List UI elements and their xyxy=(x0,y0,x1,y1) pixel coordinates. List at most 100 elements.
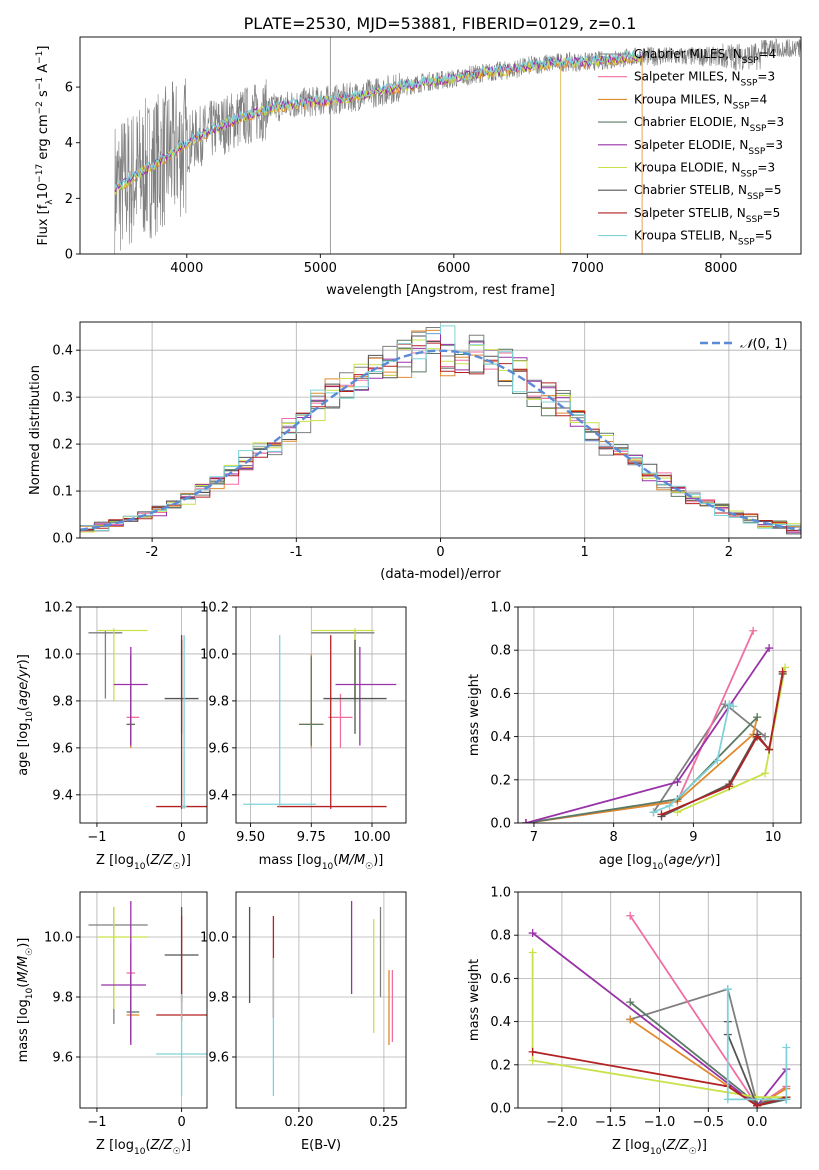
y-tick-label: 2 xyxy=(65,192,73,207)
y-tick-label: 0.8 xyxy=(490,929,511,944)
mass-weight-marker xyxy=(778,667,787,676)
mass-weight-marker xyxy=(781,663,790,672)
axes-frame xyxy=(79,891,208,1109)
legend-label: Salpeter STELIB, NSSP=5 xyxy=(634,206,780,225)
x-tick-label: −1.5 xyxy=(595,1115,627,1130)
mass-weight-marker xyxy=(673,777,682,786)
mass-weight-marker xyxy=(761,769,770,778)
panel-age-vs-mass: 9.50 9.75 10.00 9.4 9.6 9.8 10.0 10.2 mass [log1… xyxy=(200,601,407,872)
x-tick-label: 7 xyxy=(530,830,538,845)
x-tick-label: 0 xyxy=(436,545,444,560)
mass-weight-marker xyxy=(725,782,734,791)
spectrum-model-line xyxy=(114,52,642,193)
mass-weight-marker xyxy=(713,756,722,765)
mass-weight-marker xyxy=(729,702,738,711)
mass-weight-marker xyxy=(528,1047,537,1056)
residual-histogram xyxy=(80,325,801,531)
legend-label: Chabrier ELODIE, NSSP=3 xyxy=(634,115,784,134)
plot-area xyxy=(80,607,207,823)
residual-histogram xyxy=(80,342,801,532)
x-tick-label: 2 xyxy=(725,545,733,560)
mass-weight-line xyxy=(531,952,787,1099)
spectrum-model-line xyxy=(114,50,641,191)
axes-frame xyxy=(235,891,407,1109)
axes-frame xyxy=(79,606,208,824)
mass-weight-marker xyxy=(723,985,732,994)
x-tick-label: 8000 xyxy=(704,261,737,276)
y-tick-label: 1.0 xyxy=(490,886,511,901)
y-tick-label: 0.0 xyxy=(490,1102,511,1117)
legend-label: Chabrier STELIB, NSSP=5 xyxy=(634,183,782,202)
y-tick-label: 9.4 xyxy=(52,788,73,803)
x-tick-label: 0.25 xyxy=(369,1115,398,1130)
plot-area xyxy=(114,37,801,254)
x-tick-label: 9.75 xyxy=(297,830,326,845)
y-tick-label: 0.0 xyxy=(52,532,73,547)
x-tick-label: 0.20 xyxy=(284,1115,313,1130)
y-axis-label: mass weight xyxy=(467,674,482,756)
mass-weight-marker xyxy=(753,732,762,741)
y-tick-label: 0.0 xyxy=(490,817,511,832)
panel-mass-weight-vs-Z: −2.0 −1.5 −1.0 −0.5 0.0 0.0 0.2 0.4 0.6 0.8 1.0 Z [… xyxy=(467,886,802,1157)
x-tick-label: −2.0 xyxy=(546,1115,578,1130)
y-tick-label: 0.2 xyxy=(490,773,511,788)
x-axis-label: E(B-V) xyxy=(301,1138,341,1153)
x-tick-label: 4000 xyxy=(170,261,203,276)
y-tick-label: 0.2 xyxy=(490,1058,511,1073)
plot-area xyxy=(518,607,801,823)
panel-mass-vs-EBV: 0.20 0.25 9.6 9.8 10.0 E(B-V) xyxy=(200,891,407,1153)
y-axis-label: Normed distribution xyxy=(28,365,43,495)
y-tick-label: 9.8 xyxy=(52,991,73,1006)
x-tick-label: -1 xyxy=(290,545,303,560)
x-tick-label: 1 xyxy=(581,545,589,560)
mass-weight-marker xyxy=(528,948,537,957)
legend: Chabrier MILES, NSSP=4 Salpeter MILES, NS… xyxy=(598,47,784,248)
x-tick-label: 6000 xyxy=(437,261,470,276)
mass-weight-marker xyxy=(761,732,770,741)
gaussian-reference-line xyxy=(80,349,801,531)
mass-weight-line xyxy=(532,1050,787,1107)
panel-mass-weight-vs-age: 7 8 9 10 0.0 0.2 0.4 0.6 0.8 1.0 age [log10(age/yr… xyxy=(467,601,802,872)
y-tick-label: 10.0 xyxy=(200,931,229,946)
legend: 𝒩(0, 1) xyxy=(700,337,787,352)
y-tick-label: 9.6 xyxy=(208,1051,229,1066)
mass-weight-marker xyxy=(528,1056,537,1065)
residual-histogram xyxy=(80,333,801,533)
x-tick-label: 10.00 xyxy=(353,830,390,845)
mass-weight-marker xyxy=(749,626,758,635)
mass-weight-marker xyxy=(649,808,658,817)
y-tick-label: 0.4 xyxy=(52,344,73,359)
x-axis-label: (data-model)/error xyxy=(380,567,501,582)
y-tick-label: 0.2 xyxy=(52,438,73,453)
y-tick-label: 9.6 xyxy=(52,741,73,756)
y-tick-label: 9.8 xyxy=(208,991,229,1006)
axes-frame xyxy=(79,36,802,255)
y-tick-label: 9.8 xyxy=(52,694,73,709)
x-tick-label: 0 xyxy=(177,1115,185,1130)
mass-weight-marker xyxy=(528,929,537,938)
axes-frame xyxy=(79,321,802,539)
legend-label: Salpeter ELODIE, NSSP=3 xyxy=(634,138,783,157)
panel-age-vs-Z: −1 0 9.4 9.6 9.8 10.0 10.2 Z [log10(Z/Z☉)] age [… xyxy=(16,601,208,872)
panel-spectrum: 4000 5000 6000 7000 8000 0 2 4 6 wavelength [Angs… xyxy=(35,36,802,298)
mass-weight-marker xyxy=(765,745,774,754)
x-tick-label: 9 xyxy=(689,830,697,845)
y-tick-label: 9.4 xyxy=(208,788,229,803)
mass-weight-marker xyxy=(626,998,635,1007)
y-axis-label: Flux [fλ10−17 erg cm−2 s−1 A−1] xyxy=(35,46,55,246)
y-tick-label: 10.0 xyxy=(44,647,73,662)
legend-label: Kroupa ELODIE, NSSP=3 xyxy=(634,161,775,180)
legend-label: Kroupa MILES, NSSP=4 xyxy=(634,92,767,111)
figure-title: PLATE=2530, MJD=53881, FIBERID=0129, z=0… xyxy=(244,14,637,33)
y-tick-label: 0.6 xyxy=(490,687,511,702)
panel-mass-vs-Z: −1 0 9.6 9.8 10.0 Z [log10(Z/Z☉)] mass [log10(… xyxy=(16,891,208,1157)
y-tick-label: 0.8 xyxy=(490,644,511,659)
plot-area xyxy=(80,322,801,538)
x-tick-label: −1.0 xyxy=(644,1115,676,1130)
x-tick-label: 10 xyxy=(765,830,782,845)
mass-weight-marker xyxy=(626,1015,635,1024)
mass-weight-marker xyxy=(765,644,774,653)
mass-weight-marker xyxy=(782,1095,791,1104)
x-axis-label: age [log10(age/yr)] xyxy=(599,853,721,872)
y-axis-label: mass [log10(M/M☉)] xyxy=(16,938,35,1063)
